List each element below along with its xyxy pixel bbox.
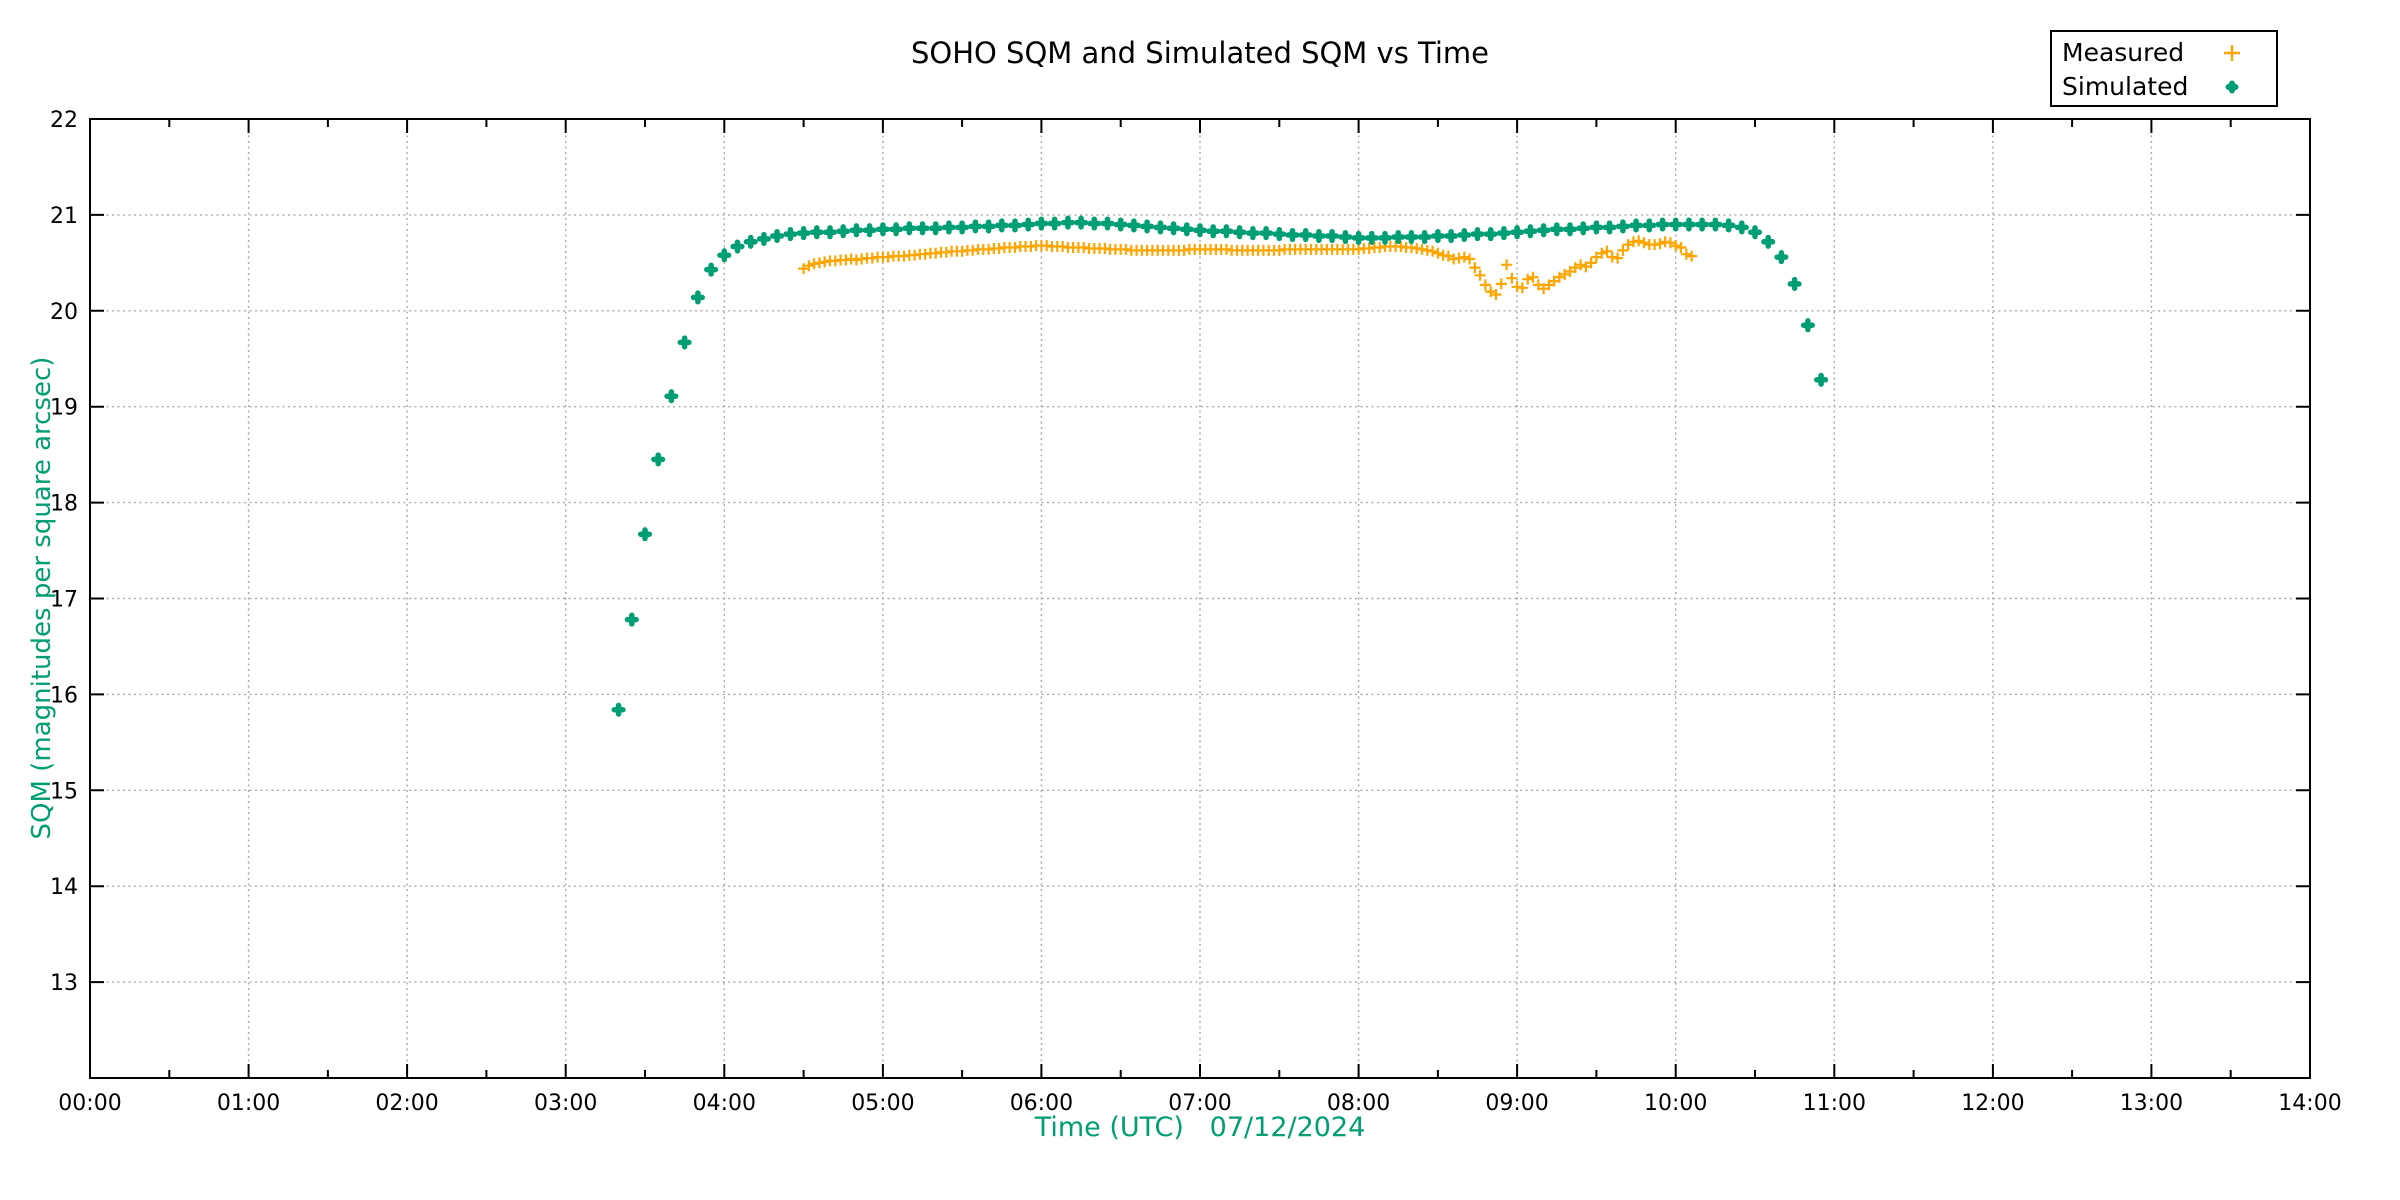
x-tick-label: 03:00 <box>534 1091 597 1116</box>
chart-title: SOHO SQM and Simulated SQM vs Time <box>910 36 1490 70</box>
x-tick-label: 13:00 <box>2120 1091 2183 1116</box>
y-tick-label: 22 <box>50 108 78 133</box>
legend-label-simulated: Simulated <box>2062 72 2189 101</box>
x-tick-label: 06:00 <box>1010 1091 1073 1116</box>
measured-plus-marker-icon <box>2220 41 2244 65</box>
legend-item-measured: Measured <box>2062 36 2276 70</box>
y-tick-label: 19 <box>50 396 78 421</box>
x-tick-label: 04:00 <box>693 1091 756 1116</box>
x-tick-label: 14:00 <box>2278 1091 2341 1116</box>
y-axis-label: SQM (magnitudes per square arcsec) <box>27 356 57 840</box>
measured-series-points <box>798 235 1698 300</box>
x-tick-label: 09:00 <box>1485 1091 1548 1116</box>
y-tick-label: 16 <box>50 683 78 708</box>
plot-frame <box>89 118 2311 1079</box>
legend-label-measured: Measured <box>2062 38 2185 67</box>
y-tick-label: 14 <box>50 875 78 900</box>
x-tick-label: 07:00 <box>1168 1091 1231 1116</box>
x-tick-label: 10:00 <box>1644 1091 1707 1116</box>
x-axis-label: Time (UTC) 07/12/2024 <box>1034 1112 1366 1143</box>
simulated-series-points <box>611 215 1829 717</box>
x-tick-label: 00:00 <box>58 1091 121 1116</box>
x-tick-label: 12:00 <box>1961 1091 2024 1116</box>
x-tick-label: 02:00 <box>375 1091 438 1116</box>
y-tick-label: 18 <box>50 492 78 517</box>
y-tick-label: 20 <box>50 300 78 325</box>
gridlines <box>90 119 2310 1078</box>
y-tick-label: 15 <box>50 779 78 804</box>
x-tick-label: 11:00 <box>1803 1091 1866 1116</box>
legend-item-simulated: Simulated <box>2062 70 2276 104</box>
y-tick-label: 13 <box>50 971 78 996</box>
x-tick-label: 01:00 <box>217 1091 280 1116</box>
simulated-dot-marker-icon <box>2220 75 2244 99</box>
x-tick-label: 05:00 <box>851 1091 914 1116</box>
y-tick-label: 21 <box>50 204 78 229</box>
legend-box: Measured Simulated <box>2050 30 2278 107</box>
x-tick-label: 08:00 <box>1327 1091 1390 1116</box>
y-tick-label: 17 <box>50 588 78 613</box>
